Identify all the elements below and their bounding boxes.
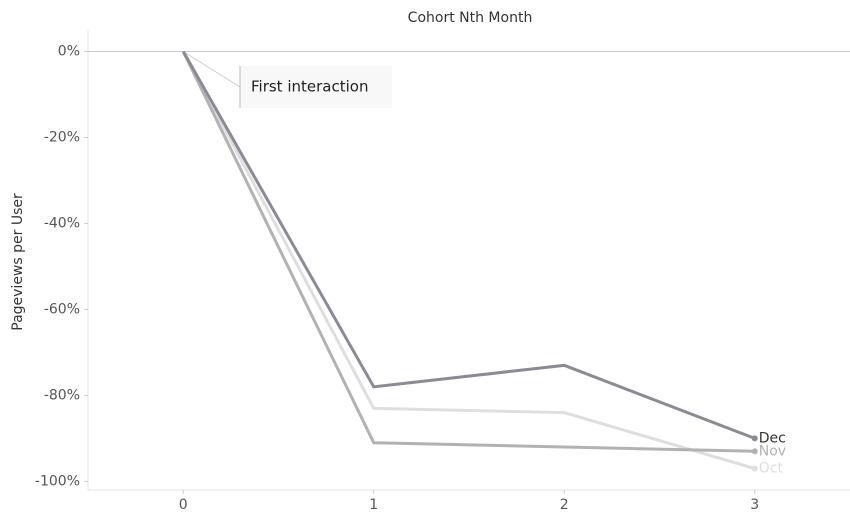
x-tick-label: 3	[750, 497, 759, 513]
y-tick-label: -40%	[44, 215, 80, 231]
x-tick-label: 0	[179, 497, 188, 513]
y-tick-label: -80%	[44, 387, 80, 403]
annotation-pointer	[183, 51, 241, 88]
y-axis-label: Pageviews per User	[10, 193, 26, 331]
y-tick-label: -100%	[35, 473, 80, 489]
end-point	[751, 465, 758, 472]
annotation-box	[240, 66, 392, 108]
y-tick-label: 0%	[58, 43, 80, 59]
series-label: Nov	[759, 443, 786, 459]
series-line	[181, 50, 756, 470]
series-label: Oct	[759, 461, 784, 477]
annotation: First interaction	[251, 78, 368, 96]
y-tick-label: -60%	[44, 301, 80, 317]
y-tick-label: -20%	[44, 129, 80, 145]
series-line	[181, 50, 755, 453]
end-point	[751, 435, 758, 442]
x-tick-label: 1	[369, 497, 378, 513]
series-line	[181, 50, 756, 440]
x-tick-label: 2	[560, 497, 569, 513]
end-point	[751, 448, 758, 455]
series-label: Dec	[759, 430, 786, 446]
chart-title: Cohort Nth Month	[408, 10, 533, 26]
